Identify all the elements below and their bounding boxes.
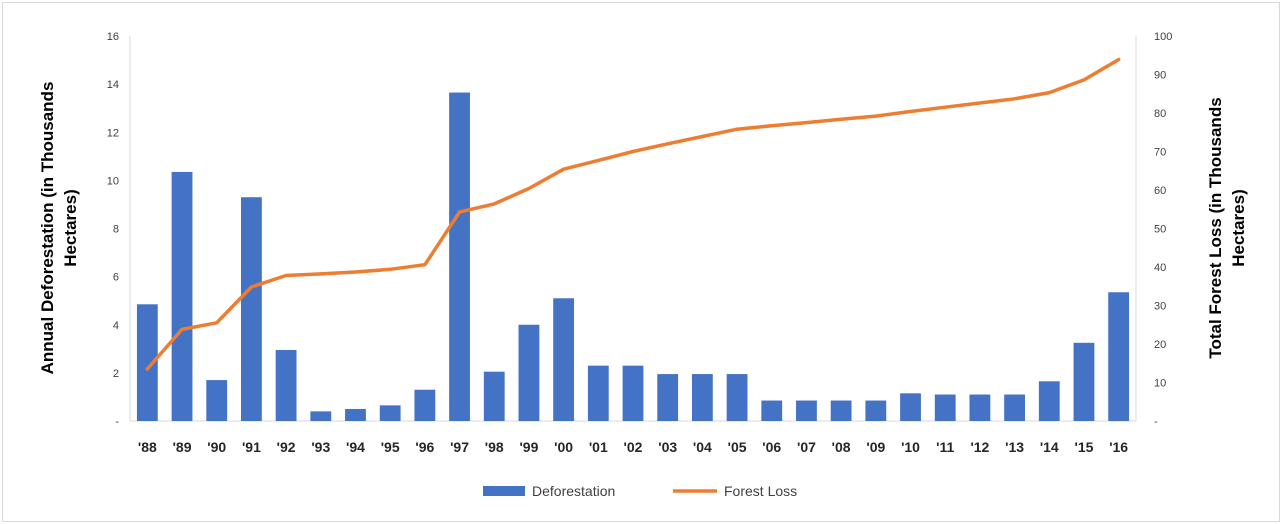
x-tick-label: '88 [138,439,157,455]
x-tick-label: '12 [970,439,989,455]
x-tick-label: '04 [693,439,712,455]
deforestation-bar [726,374,748,421]
x-tick-label: '14 [1040,439,1059,455]
y-tick-label: 14 [107,79,119,91]
x-tick-label: '94 [346,439,365,455]
deforestation-bar [275,350,297,421]
deforestation-bar [1073,342,1095,421]
y-tick-label: - [115,416,119,428]
deforestation-bar [136,304,158,421]
x-tick-label: '05 [728,439,747,455]
x-tick-label: '08 [832,439,851,455]
y-tick-label: 10 [107,175,119,187]
deforestation-bar [1108,292,1130,421]
deforestation-bar [691,374,713,421]
y2-tick-label: 40 [1154,262,1166,274]
x-tick-label: '95 [381,439,400,455]
deforestation-bar [449,92,470,421]
deforestation-bar [345,408,366,421]
deforestation-bar [657,374,679,421]
deforestation-bar [934,394,956,421]
x-tick-label: '91 [242,439,261,455]
deforestation-bar [1038,381,1060,421]
x-tick-label: '09 [866,439,885,455]
x-tick-label: '97 [450,439,469,455]
deforestation-bar [969,394,991,421]
y2-tick-label: - [1154,416,1158,428]
x-tick-label: '01 [589,439,608,455]
x-tick-label: '98 [485,439,504,455]
deforestation-bar [622,365,644,421]
legend-swatch-deforestation [483,486,525,496]
x-tick-label: '13 [1005,439,1024,455]
y2-tick-label: 80 [1154,108,1166,120]
x-tick-label: '00 [554,439,573,455]
deforestation-bar [900,393,921,421]
x-tick-label: '03 [658,439,677,455]
y-tick-label: 2 [113,368,119,380]
deforestation-bar [761,400,783,421]
y2-tick-label: 60 [1154,185,1166,197]
y-axis-title: Annual Deforestation (in Thousands Hectar… [38,82,80,375]
deforestation-bar [518,324,540,421]
x-tick-label: '89 [173,439,192,455]
forest-loss-line [145,57,1121,371]
deforestation-bar [865,400,887,421]
deforestation-bar [241,197,262,421]
y-tick-label: 4 [113,320,119,332]
y2-tick-label: 70 [1154,147,1166,159]
x-tick-label: '93 [311,439,330,455]
deforestation-bar [483,371,505,421]
deforestation-bar [553,298,575,421]
x-tick-label: '10 [901,439,920,455]
y2-tick-label: 50 [1154,224,1166,236]
y2-tick-label: 100 [1154,31,1172,43]
deforestation-bar [414,389,436,421]
x-tick-label: '07 [797,439,816,455]
legend-label-forest-loss: Forest Loss [724,483,797,499]
deforestation-bar [310,411,332,421]
x-tick-label: '06 [762,439,781,455]
y-tick-label: 8 [113,224,119,236]
x-tick-label: '96 [415,439,434,455]
deforestation-bar [171,171,193,421]
y2-tick-label: 30 [1154,301,1166,313]
y-tick-label: 6 [113,272,119,284]
deforestation-bar [379,405,401,421]
y-tick-label: 16 [107,31,119,43]
x-tick-label: '11 [936,439,954,455]
y2-axis-title: Total Forest Loss (in Thousands Hectares) [1206,97,1248,358]
legend-label-deforestation: Deforestation [532,483,615,499]
x-tick-label: '90 [207,439,226,455]
x-tick-label: '16 [1109,439,1128,455]
x-tick-label: '02 [624,439,643,455]
y2-tick-label: 90 [1154,70,1166,82]
deforestation-bar [796,400,817,421]
deforestation-bar [830,400,852,421]
x-tick-label: '92 [277,439,296,455]
x-tick-label: '15 [1075,439,1094,455]
deforestation-bar [1004,394,1025,421]
deforestation-bar [206,380,228,421]
deforestation-bar [587,365,609,421]
y-tick-label: 12 [107,127,119,139]
x-tick-label: '99 [519,439,538,455]
y2-tick-label: 20 [1154,339,1166,351]
y2-tick-label: 10 [1154,378,1166,390]
